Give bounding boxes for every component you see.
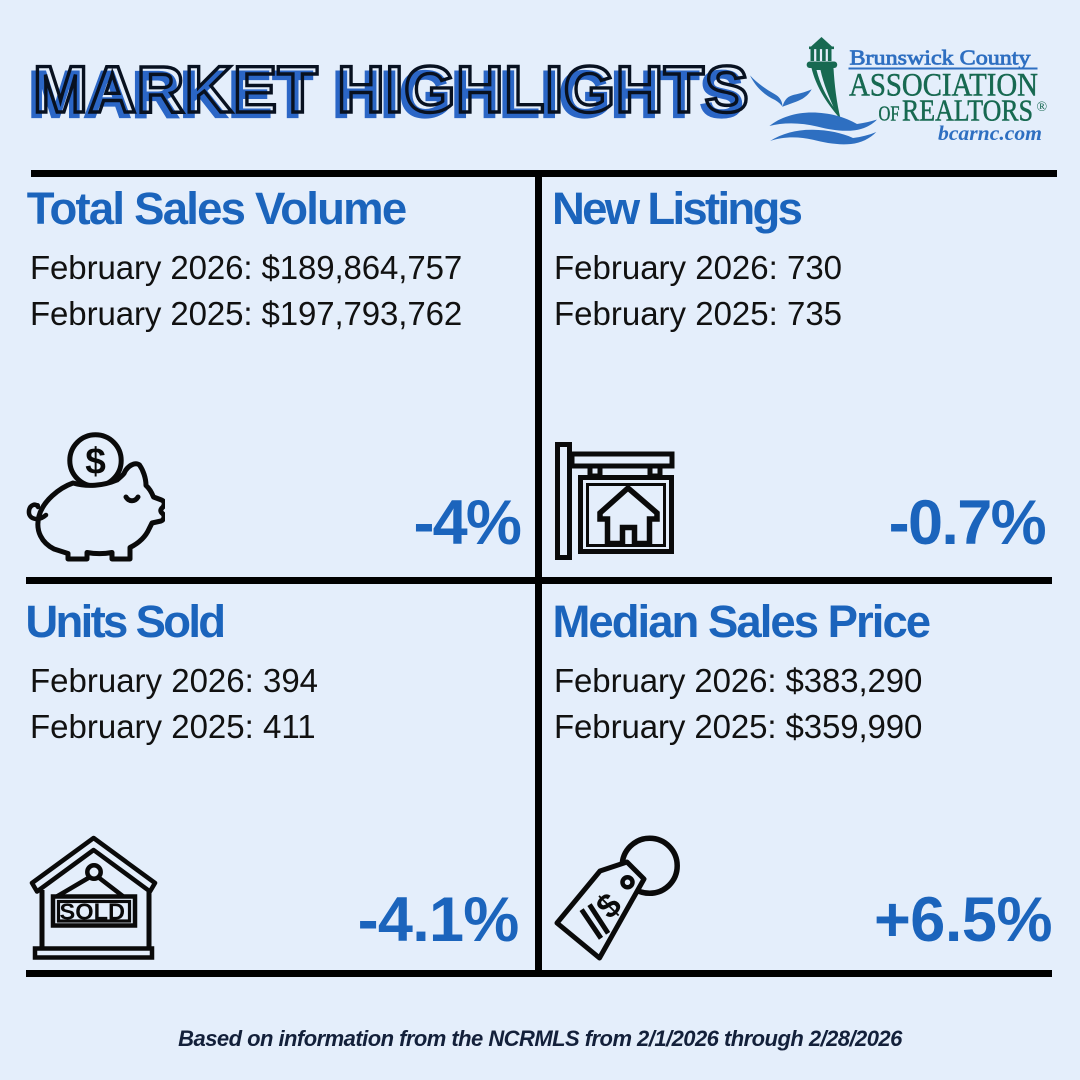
svg-text:bcarnc.com: bcarnc.com — [938, 121, 1042, 145]
svg-text:SOLD: SOLD — [60, 899, 126, 925]
svg-text:REALTORS: REALTORS — [902, 94, 1033, 128]
svg-text:OF: OF — [879, 102, 900, 126]
svg-text:ASSOCIATION: ASSOCIATION — [849, 68, 1038, 104]
svg-text:$: $ — [85, 441, 106, 482]
svg-text:®: ® — [1037, 100, 1048, 115]
svg-text:Brunswick County: Brunswick County — [850, 46, 1031, 70]
